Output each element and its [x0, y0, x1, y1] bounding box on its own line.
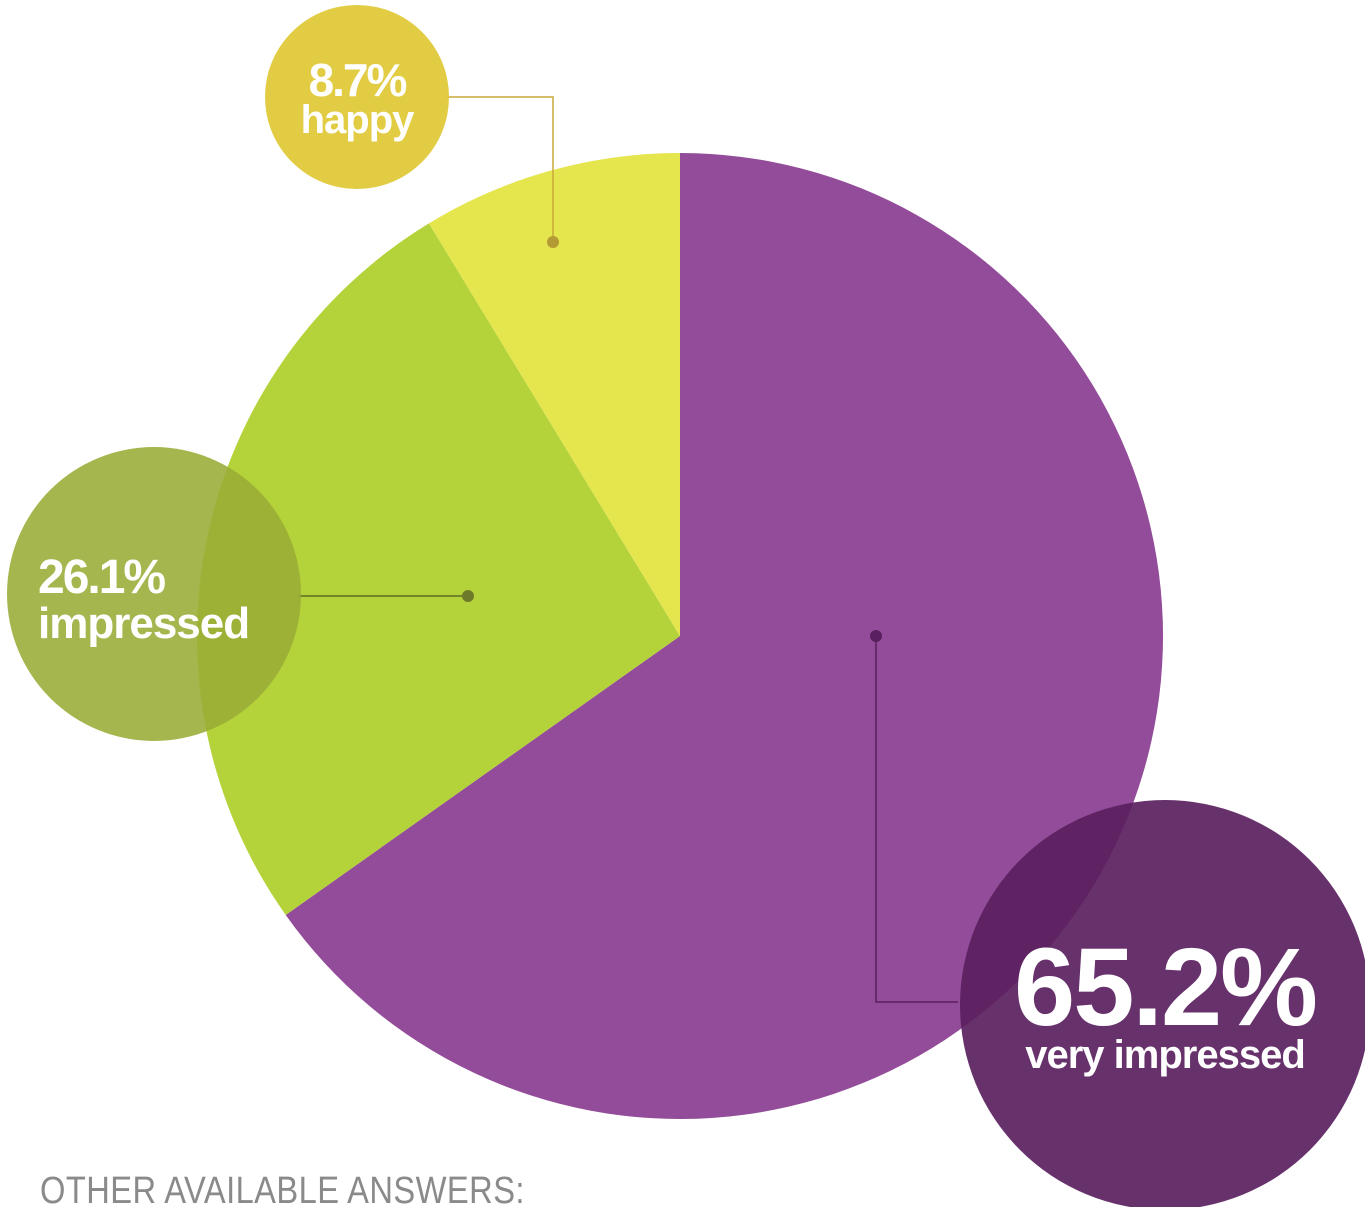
label-bubbles: 65.2%very impressed 26.1%impressed 8.7%hap…	[7, 5, 1365, 1207]
label-bubble-happy	[265, 5, 449, 189]
slice-category-label-very-impressed: very impressed	[1025, 1033, 1305, 1077]
leader-dot-impressed	[462, 590, 474, 602]
pie-slices	[196, 153, 1164, 1119]
leader-line-happy	[445, 96, 554, 242]
pie-slice-impressed	[196, 223, 681, 915]
leader-line-very-impressed	[875, 636, 958, 1003]
label-bubble-impressed	[7, 447, 301, 741]
label-bubble-very-impressed	[960, 800, 1365, 1207]
pie-slice-very-impressed	[285, 153, 1164, 1119]
leader-dot-happy	[547, 236, 559, 248]
pie-slice-happy	[428, 153, 680, 636]
slice-category-label-impressed: impressed	[38, 599, 249, 648]
slice-percent-label-very-impressed: 65.2%	[1014, 926, 1316, 1049]
leader-lines	[298, 96, 958, 1003]
slice-percent-label-happy: 8.7%	[309, 54, 407, 106]
other-answers-heading: OTHER AVAILABLE ANSWERS:	[40, 1170, 525, 1207]
leader-dot-very-impressed	[870, 630, 882, 642]
slice-percent-label-impressed: 26.1%	[38, 551, 165, 604]
slice-category-label-happy: happy	[301, 98, 416, 142]
